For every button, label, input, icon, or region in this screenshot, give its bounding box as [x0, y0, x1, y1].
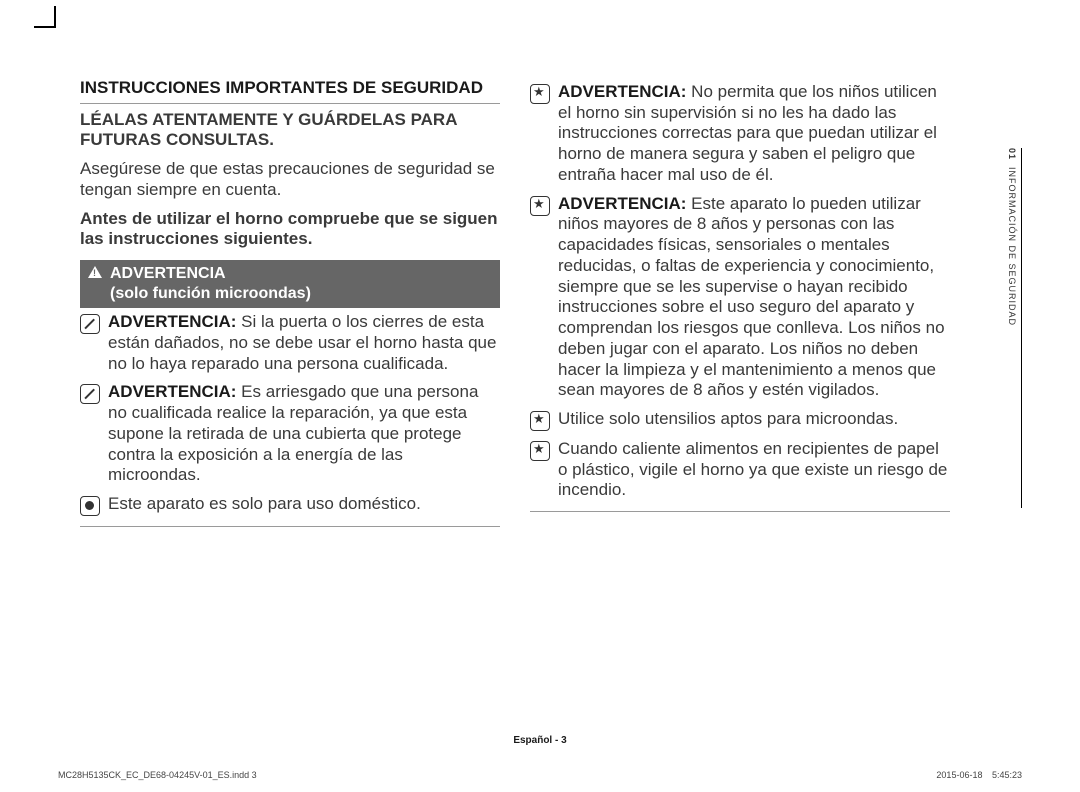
item-bold: ADVERTENCIA:: [108, 382, 236, 401]
list-item: Cuando caliente alimentos en recipientes…: [530, 435, 950, 505]
manual-page: INSTRUCCIONES IMPORTANTES DE SEGURIDAD L…: [0, 0, 1080, 792]
footer-page: 3: [561, 735, 567, 746]
intro-text: Asegúrese de que estas precauciones de s…: [80, 159, 500, 200]
list-item: ADVERTENCIA: Si la puerta o los cierres …: [80, 308, 500, 378]
star-icon: [530, 84, 550, 104]
list-item: ADVERTENCIA: Este aparato lo pueden util…: [530, 190, 950, 405]
prohibit-icon: [80, 384, 100, 404]
item-body: Este aparato lo pueden utilizar niños ma…: [558, 194, 945, 400]
warning-list-right: ADVERTENCIA: No permita que los niños ut…: [530, 78, 950, 512]
item-bold: ADVERTENCIA:: [558, 194, 686, 213]
crop-mark: [34, 26, 56, 28]
item-body: Este aparato es solo para uso doméstico.: [108, 494, 421, 513]
warning-triangle-icon: [88, 266, 102, 278]
intro-bold: Antes de utilizar el horno compruebe que…: [80, 209, 500, 250]
footer-right: 2015-06-18 5:45:23: [936, 770, 1022, 780]
prohibit-icon: [80, 314, 100, 334]
content-columns: INSTRUCCIONES IMPORTANTES DE SEGURIDAD L…: [80, 78, 950, 527]
item-body: Utilice solo utensilios aptos para micro…: [558, 409, 898, 428]
section-subheading: LÉALAS ATENTAMENTE Y GUÁRDELAS PARA FUTU…: [80, 110, 500, 151]
crop-mark: [54, 6, 56, 28]
warning-bar-subtitle: (solo función microondas): [110, 285, 311, 302]
star-icon: [530, 441, 550, 461]
column-right: ADVERTENCIA: No permita que los niños ut…: [530, 78, 950, 527]
warning-bar-title: ADVERTENCIA: [110, 265, 226, 282]
item-text: ADVERTENCIA: Este aparato lo pueden util…: [558, 194, 950, 401]
section-heading: INSTRUCCIONES IMPORTANTES DE SEGURIDAD: [80, 78, 500, 99]
item-body: Cuando caliente alimentos en recipientes…: [558, 439, 947, 499]
note-icon: [80, 496, 100, 516]
list-item: Utilice solo utensilios aptos para micro…: [530, 405, 950, 435]
item-text: ADVERTENCIA: Si la puerta o los cierres …: [108, 312, 500, 374]
column-left: INSTRUCCIONES IMPORTANTES DE SEGURIDAD L…: [80, 78, 500, 527]
footer-lang: Español: [513, 735, 552, 746]
list-item: ADVERTENCIA: No permita que los niños ut…: [530, 78, 950, 190]
list-item: Este aparato es solo para uso doméstico.: [80, 490, 500, 520]
item-text: ADVERTENCIA: No permita que los niños ut…: [558, 82, 950, 186]
item-bold: ADVERTENCIA:: [108, 312, 236, 331]
side-tab-label: INFORMACIÓN DE SEGURIDAD: [1007, 167, 1017, 326]
footer-left: MC28H5135CK_EC_DE68-04245V-01_ES.indd 3: [58, 770, 257, 780]
item-bold: ADVERTENCIA:: [558, 82, 686, 101]
list-item: ADVERTENCIA: Es arriesgado que una perso…: [80, 378, 500, 490]
star-icon: [530, 411, 550, 431]
item-text: Utilice solo utensilios aptos para micro…: [558, 409, 950, 430]
warning-list-left: ADVERTENCIA: Si la puerta o los cierres …: [80, 308, 500, 527]
footer-center: Español - 3: [0, 735, 1080, 746]
warning-bar: ADVERTENCIA (solo función microondas): [80, 260, 500, 308]
item-text: ADVERTENCIA: Es arriesgado que una perso…: [108, 382, 500, 486]
item-text: Cuando caliente alimentos en recipientes…: [558, 439, 950, 501]
side-tab-number: 01: [1007, 148, 1017, 160]
item-text: Este aparato es solo para uso doméstico.: [108, 494, 500, 515]
divider: [80, 103, 500, 104]
side-tab: 01 INFORMACIÓN DE SEGURIDAD: [1001, 148, 1022, 508]
star-icon: [530, 196, 550, 216]
warning-bar-text: ADVERTENCIA (solo función microondas): [110, 264, 492, 303]
